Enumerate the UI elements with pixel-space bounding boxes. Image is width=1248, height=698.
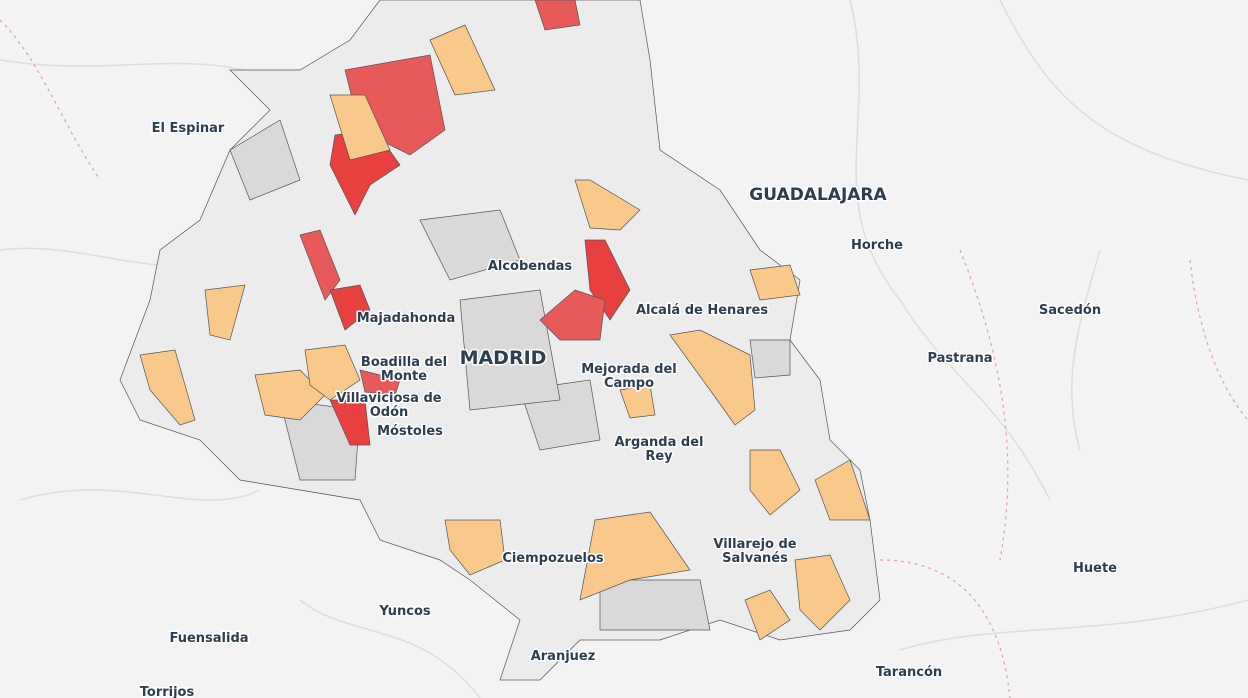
municipality xyxy=(749,449,801,516)
municipality xyxy=(304,344,361,401)
place-label: Mejorada del Campo xyxy=(581,362,677,391)
label-line: Villaviciosa de xyxy=(336,391,441,406)
municipality xyxy=(794,554,851,631)
label-line: Rey xyxy=(645,449,673,464)
municipality xyxy=(229,119,301,201)
place-label: Alcobendas xyxy=(488,259,573,274)
place-label: Ciempozuelos xyxy=(502,551,604,566)
municipality xyxy=(534,0,581,31)
municipality xyxy=(459,289,561,411)
municipality xyxy=(419,209,521,281)
label-line: Salvanés xyxy=(722,551,788,566)
municipality xyxy=(204,284,246,341)
municipality xyxy=(619,384,656,419)
place-label: Torrijos xyxy=(140,685,195,698)
place-label: Majadahonda xyxy=(357,311,456,326)
municipality xyxy=(749,339,791,379)
place-label: Alcalá de Henares xyxy=(636,303,768,318)
place-label: Pastrana xyxy=(927,351,992,366)
place-label: Tarancón xyxy=(876,665,942,680)
label-line: Mejorada del xyxy=(581,362,677,377)
place-label: Sacedón xyxy=(1039,303,1101,318)
municipality xyxy=(329,284,371,331)
municipality xyxy=(579,511,691,601)
municipality xyxy=(139,349,196,426)
municipality xyxy=(444,519,506,576)
municipality xyxy=(744,589,791,641)
place-label: Horche xyxy=(851,238,903,253)
municipality xyxy=(299,229,341,301)
place-label: Arganda del Rey xyxy=(615,435,704,464)
place-label: Fuensalida xyxy=(169,631,248,646)
place-label: Villaviciosa de Odón xyxy=(336,391,441,420)
label-line: Boadilla del xyxy=(361,355,447,370)
municipality xyxy=(329,399,371,446)
municipalities xyxy=(119,0,881,681)
label-line: Odón xyxy=(370,405,409,420)
place-label: Móstoles xyxy=(377,424,443,439)
place-label: GUADALAJARA xyxy=(749,185,887,205)
label-line: Campo xyxy=(604,376,654,391)
municipality xyxy=(599,579,711,631)
place-label: Yuncos xyxy=(378,604,431,619)
label-line: Monte xyxy=(381,369,427,384)
municipality xyxy=(574,179,641,231)
place-label: Villarejo de Salvanés xyxy=(713,537,796,566)
municipality xyxy=(254,369,326,421)
place-label: Huete xyxy=(1073,561,1117,576)
municipality xyxy=(329,94,391,161)
place-label: Aranjuez xyxy=(531,649,596,664)
labels: El Espinar GUADALAJARA Horche Alcobendas… xyxy=(138,120,1118,698)
label-line: Villarejo de xyxy=(713,537,796,552)
municipality xyxy=(584,239,631,321)
municipality xyxy=(749,264,801,301)
place-label: El Espinar xyxy=(152,121,225,136)
municipality xyxy=(539,289,606,341)
municipality xyxy=(814,459,871,521)
place-label: MADRID xyxy=(460,347,547,369)
label-line: Arganda del xyxy=(615,435,704,450)
municipality xyxy=(359,369,401,396)
place-label: Boadilla del Monte xyxy=(361,355,447,384)
municipality xyxy=(429,24,496,96)
municipality xyxy=(669,329,756,426)
